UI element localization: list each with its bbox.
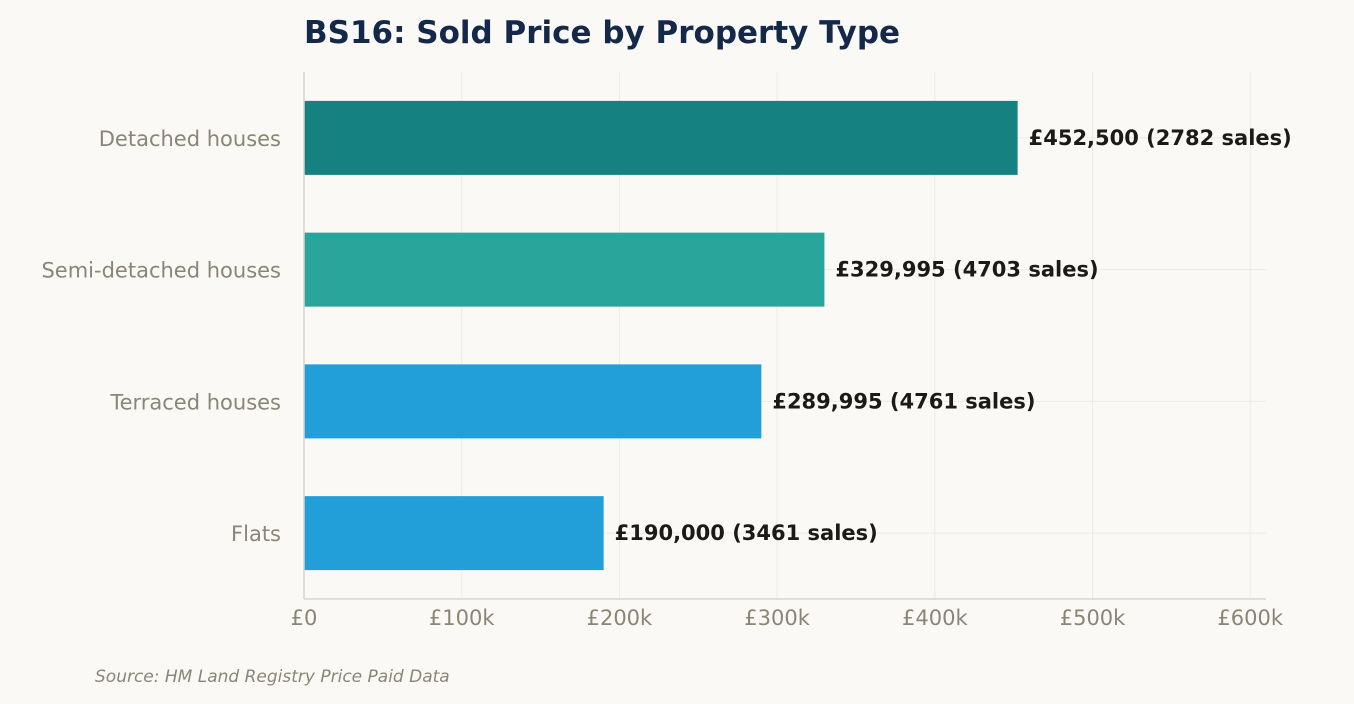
chart-title: BS16: Sold Price by Property Type [304,15,900,51]
x-tick-label: £400k [902,606,968,630]
source-note: Source: HM Land Registry Price Paid Data [95,667,450,687]
value-label: £452,500 (2782 sales) [1029,126,1292,150]
x-tick-label: £200k [587,606,653,630]
value-label: £190,000 (3461 sales) [615,521,878,545]
category-label: Semi-detached houses [41,259,281,283]
value-label: £289,995 (4761 sales) [772,389,1035,413]
bars [304,100,1018,571]
category-labels: Detached houses Semi-detached houses Terra… [41,127,281,546]
value-labels: £452,500 (2782 sales) £329,995 (4703 sale… [615,126,1292,545]
category-label: Terraced houses [109,390,281,414]
bar-3 [304,496,604,571]
x-axis-ticks: £0 £100k £200k £300k £400k £500k £600k [291,606,1284,630]
x-tick-label: £300k [744,606,810,630]
bar-2 [304,364,762,439]
x-tick-label: £100k [429,606,495,630]
x-tick-label: £0 [291,606,318,630]
bar-1 [304,232,825,307]
category-label: Detached houses [99,127,281,151]
x-tick-label: £600k [1217,606,1283,630]
bar-0 [304,100,1018,175]
category-label: Flats [231,522,281,546]
value-label: £329,995 (4703 sales) [835,258,1098,282]
x-tick-label: £500k [1060,606,1126,630]
